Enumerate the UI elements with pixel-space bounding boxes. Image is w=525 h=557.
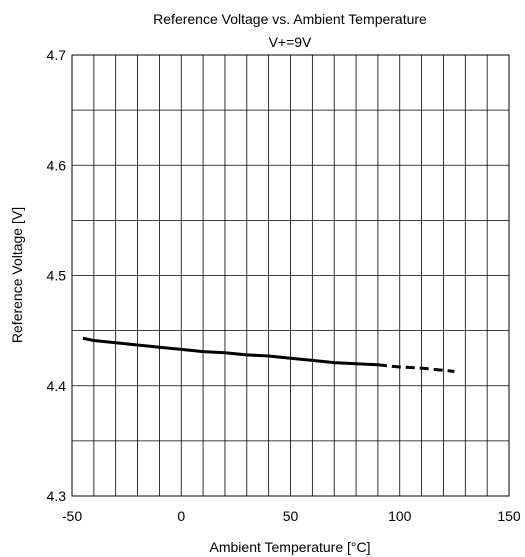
- chart-subtitle: V+=9V: [269, 34, 312, 50]
- series-layer: [82, 336, 455, 373]
- x-tick-label: 0: [177, 508, 185, 524]
- y-tick-label: 4.3: [47, 488, 67, 504]
- chart-title: Reference Voltage vs. Ambient Temperatur…: [153, 11, 427, 27]
- x-axis-label: Ambient Temperature [°C]: [210, 539, 371, 555]
- series-line-solid: [82, 336, 378, 367]
- x-tick-label: 100: [388, 508, 412, 524]
- x-tick-label: 150: [497, 508, 521, 524]
- y-axis-label: Reference Voltage [V]: [9, 207, 25, 343]
- x-tick-labels: -50 0 50 100 150: [62, 508, 521, 524]
- y-tick-labels: 4.3 4.4 4.5 4.6 4.7: [47, 47, 67, 504]
- y-tick-label: 4.5: [47, 268, 67, 284]
- y-tick-label: 4.6: [47, 157, 67, 173]
- plot-frame: [71, 54, 510, 497]
- series-line-dashed: [377, 363, 455, 373]
- x-tick-label: -50: [62, 508, 82, 524]
- y-tick-label: 4.4: [47, 378, 67, 394]
- y-tick-label: 4.7: [47, 47, 67, 63]
- grid: [72, 55, 509, 496]
- x-tick-label: 50: [283, 508, 299, 524]
